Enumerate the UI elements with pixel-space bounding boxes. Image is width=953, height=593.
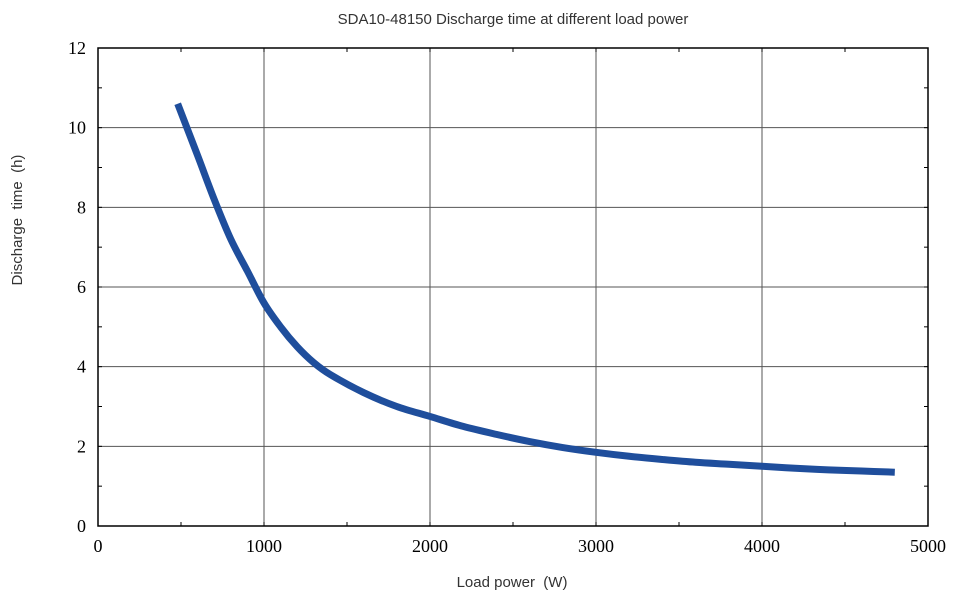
chart-title: SDA10-48150 Discharge time at different … — [338, 11, 689, 28]
series-layer — [174, 102, 895, 476]
grid — [98, 48, 928, 526]
y-tick-label: 8 — [77, 197, 86, 217]
y-tick-label: 10 — [68, 118, 86, 138]
y-tick-label: 0 — [77, 516, 86, 536]
x-tick-label: 0 — [94, 536, 103, 556]
y-axis-label: Discharge time (h) — [9, 155, 26, 286]
axis-ticks: 0 1000 2000 3000 4000 5000 0 2 4 6 8 10 12 — [68, 38, 946, 556]
x-tick-label: 3000 — [578, 536, 614, 556]
discharge-curve-line — [174, 102, 895, 476]
y-tick-label: 12 — [68, 38, 86, 58]
x-axis-label: Load power (W) — [457, 574, 568, 591]
x-tick-label: 2000 — [412, 536, 448, 556]
y-tick-label: 4 — [77, 357, 86, 377]
x-tick-label: 4000 — [744, 536, 780, 556]
y-tick-label: 2 — [77, 436, 86, 456]
x-tick-label: 1000 — [246, 536, 282, 556]
x-tick-label: 5000 — [910, 536, 946, 556]
y-tick-label: 6 — [77, 277, 86, 297]
